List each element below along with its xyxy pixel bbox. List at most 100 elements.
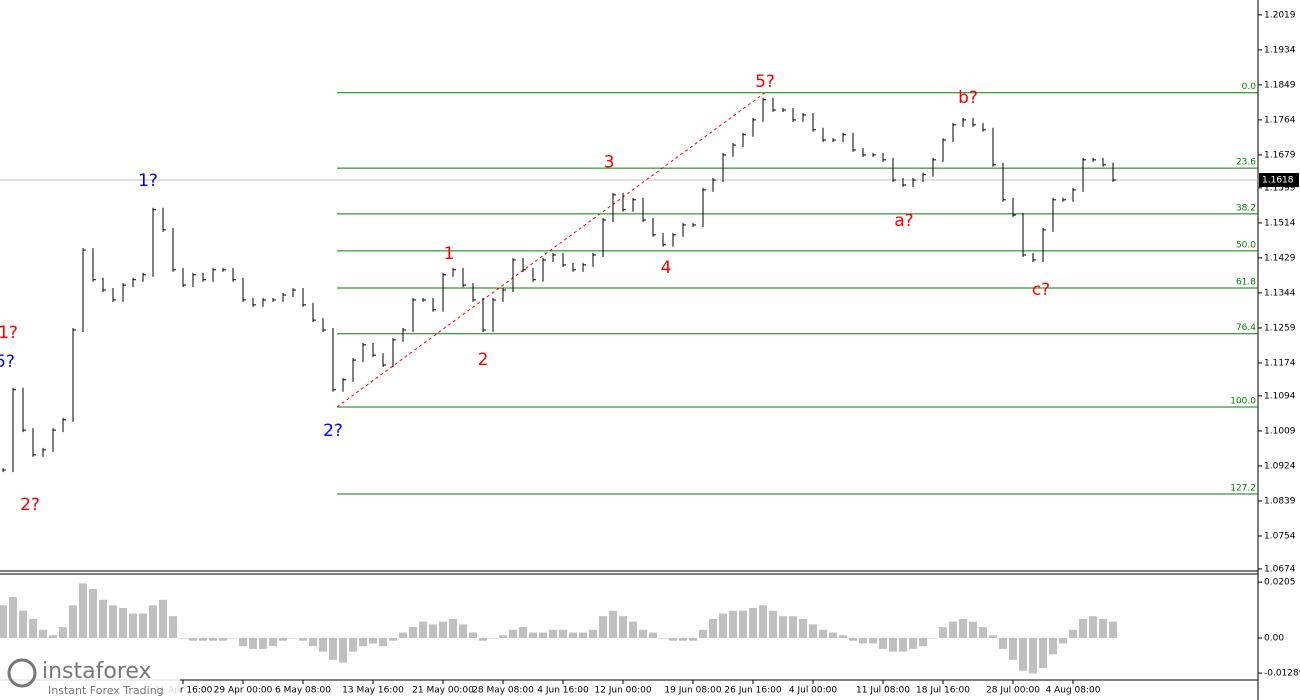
- histogram-bar: [759, 605, 767, 638]
- histogram-bar: [139, 613, 147, 638]
- histogram-bar: [829, 632, 837, 638]
- y-tick-label: 1.1344: [1264, 288, 1296, 298]
- histogram-bar: [809, 624, 817, 638]
- y-tick-label: 1.1009: [1264, 426, 1296, 436]
- price-bar: [762, 97, 766, 122]
- y-tick-label: 0.00: [1264, 634, 1284, 644]
- histogram-bar: [589, 629, 597, 638]
- price-bar: [492, 297, 496, 332]
- histogram-bar: [499, 635, 507, 638]
- y-tick-label: 1.1429: [1264, 253, 1296, 263]
- price-bar: [462, 267, 466, 288]
- price-bar: [662, 232, 666, 247]
- histogram-bar: [59, 627, 67, 638]
- price-bar: [352, 358, 356, 382]
- histogram-bar: [699, 629, 707, 638]
- y-tick-label: 1.2019: [1264, 10, 1296, 20]
- price-bar: [862, 147, 866, 157]
- histogram-bar: [379, 638, 387, 647]
- wave-label: 2?: [323, 421, 343, 441]
- histogram-bar: [889, 638, 897, 652]
- histogram-bar: [819, 629, 827, 638]
- y-tick-label: 1.1514: [1264, 218, 1296, 228]
- fib-label: 0.0: [1242, 82, 1257, 92]
- histogram-bar: [269, 638, 277, 647]
- price-bar: [612, 192, 616, 222]
- price-bar: [932, 157, 936, 177]
- price-bar: [602, 217, 606, 258]
- histogram-bar: [229, 638, 237, 639]
- histogram-bar: [159, 599, 167, 638]
- histogram-bar: [619, 616, 627, 638]
- histogram-bar: [309, 638, 317, 647]
- histogram-bar: [479, 638, 487, 641]
- x-tick-label: 4 Aug 08:00: [1046, 686, 1101, 696]
- y-tick-label: 1.0924: [1264, 461, 1296, 471]
- price-bar: [1092, 157, 1096, 162]
- price-bar: [232, 267, 236, 282]
- price-bar: [902, 178, 906, 187]
- price-bar: [972, 117, 976, 127]
- price-bar: [372, 342, 376, 358]
- logo-icon: [7, 658, 37, 688]
- fib-label: 76.4: [1236, 323, 1256, 333]
- plots: 1.2019 1.1934 1.1849 1.1764 1.1679 1.1599 1.15…: [0, 10, 1300, 696]
- histogram-bar: [679, 638, 687, 641]
- histogram-bar: [769, 610, 777, 638]
- price-bar: [722, 152, 726, 183]
- price-bar: [1052, 197, 1056, 232]
- histogram-bar: [179, 638, 187, 639]
- logo-name: instaforex: [42, 659, 152, 684]
- wave-label: 2?: [20, 495, 40, 515]
- histogram-bar: [359, 638, 367, 647]
- histogram-bar: [969, 621, 977, 638]
- price-bar: [812, 112, 816, 132]
- histogram-bar: [169, 616, 177, 638]
- price-bar: [832, 138, 836, 143]
- price-bar: [92, 248, 96, 282]
- price-bar: [572, 262, 576, 272]
- histogram-bar: [529, 632, 537, 638]
- histogram-bar: [49, 635, 57, 638]
- price-bar: [562, 253, 566, 267]
- price-bar: [282, 292, 286, 302]
- price-bar: [522, 257, 526, 272]
- histogram-bar: [389, 638, 397, 641]
- y-tick-label: 1.1764: [1264, 115, 1296, 125]
- histogram-bar: [929, 638, 937, 639]
- price-bar: [852, 132, 856, 152]
- price-bar: [652, 217, 656, 237]
- price-bar: [1102, 157, 1106, 167]
- price-bar: [382, 353, 386, 368]
- wave-label: 1: [444, 244, 455, 264]
- price-bar: [42, 447, 46, 457]
- histogram-bar: [599, 616, 607, 638]
- histogram-bar: [669, 638, 677, 641]
- y-tick-label: 1.1094: [1264, 391, 1296, 401]
- price-bar: [1082, 157, 1086, 192]
- fib-label: 50.0: [1236, 240, 1256, 250]
- price-bar: [252, 297, 256, 307]
- price-bar: [262, 297, 266, 307]
- histogram-bar: [729, 610, 737, 638]
- histogram-bar: [319, 638, 327, 652]
- price-bar: [822, 127, 826, 143]
- histogram-bar: [559, 629, 567, 638]
- y-tick-label: 1.1259: [1264, 323, 1296, 333]
- histogram-bar: [659, 638, 667, 639]
- histogram-bar: [79, 583, 87, 638]
- price-bar: [502, 288, 506, 302]
- price-bar: [102, 277, 106, 293]
- price-bar: [892, 157, 896, 183]
- price-bar: [962, 117, 966, 127]
- fib-label: 38.2: [1236, 203, 1256, 213]
- histogram-bar: [569, 632, 577, 638]
- x-tick-label: 28 Jul 00:00: [986, 686, 1040, 696]
- price-bar: [172, 227, 176, 272]
- fib-label: 100.0: [1230, 397, 1256, 407]
- histogram-bar: [849, 638, 857, 641]
- histogram-bar: [119, 608, 127, 638]
- price-bar: [802, 112, 806, 122]
- histogram-bar: [279, 638, 287, 641]
